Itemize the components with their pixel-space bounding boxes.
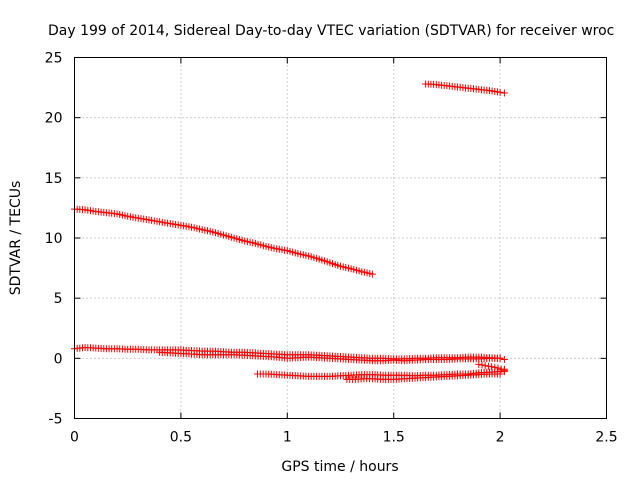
x-tick-label: 2.5 (595, 430, 617, 446)
data-point (484, 362, 492, 370)
series-3 (71, 344, 508, 363)
x-axis-title: GPS time / hours (281, 459, 398, 475)
series-2 (422, 80, 508, 97)
y-tick-label: 20 (45, 111, 63, 127)
data-point (481, 362, 489, 370)
data-point (494, 364, 502, 372)
data-point (478, 361, 486, 369)
series-7 (475, 360, 508, 374)
data-point (500, 89, 508, 97)
y-tick-label: -5 (49, 412, 63, 428)
x-tick-labels: 0 0.5 1 1.5 2 2.5 (70, 430, 618, 446)
data-point (496, 354, 504, 362)
data-point (368, 270, 376, 278)
y-tick-label: 25 (45, 51, 63, 67)
data-point (491, 363, 499, 371)
data-point (500, 366, 508, 374)
grid-layer (74, 57, 607, 419)
data-marks (71, 80, 508, 383)
series-1 (71, 205, 376, 278)
data-point (496, 370, 504, 378)
y-tick-label: 5 (54, 291, 63, 307)
data-point (500, 356, 508, 363)
data-point (488, 363, 496, 371)
x-tick-label: 0.5 (170, 430, 192, 446)
y-tick-label: 10 (45, 231, 63, 247)
data-point (496, 88, 504, 96)
series-4 (156, 348, 504, 365)
x-tick-label: 2 (496, 430, 505, 446)
y-tick-labels: -5 0 5 10 15 20 25 (45, 51, 63, 428)
x-tick-label: 0 (70, 430, 79, 446)
series-5 (254, 368, 508, 380)
x-tick-label: 1.5 (383, 430, 405, 446)
data-point (497, 365, 505, 373)
chart-title: Day 199 of 2014, Sidereal Day-to-day VTE… (48, 23, 614, 39)
y-tick-label: 15 (45, 171, 63, 187)
series-6 (343, 365, 508, 383)
data-point (475, 360, 483, 368)
x-tick-label: 1 (283, 430, 292, 446)
y-tick-label: 0 (54, 351, 63, 367)
y-axis-title: SDTVAR / TECUs (8, 181, 24, 296)
plot-frame (74, 57, 607, 419)
